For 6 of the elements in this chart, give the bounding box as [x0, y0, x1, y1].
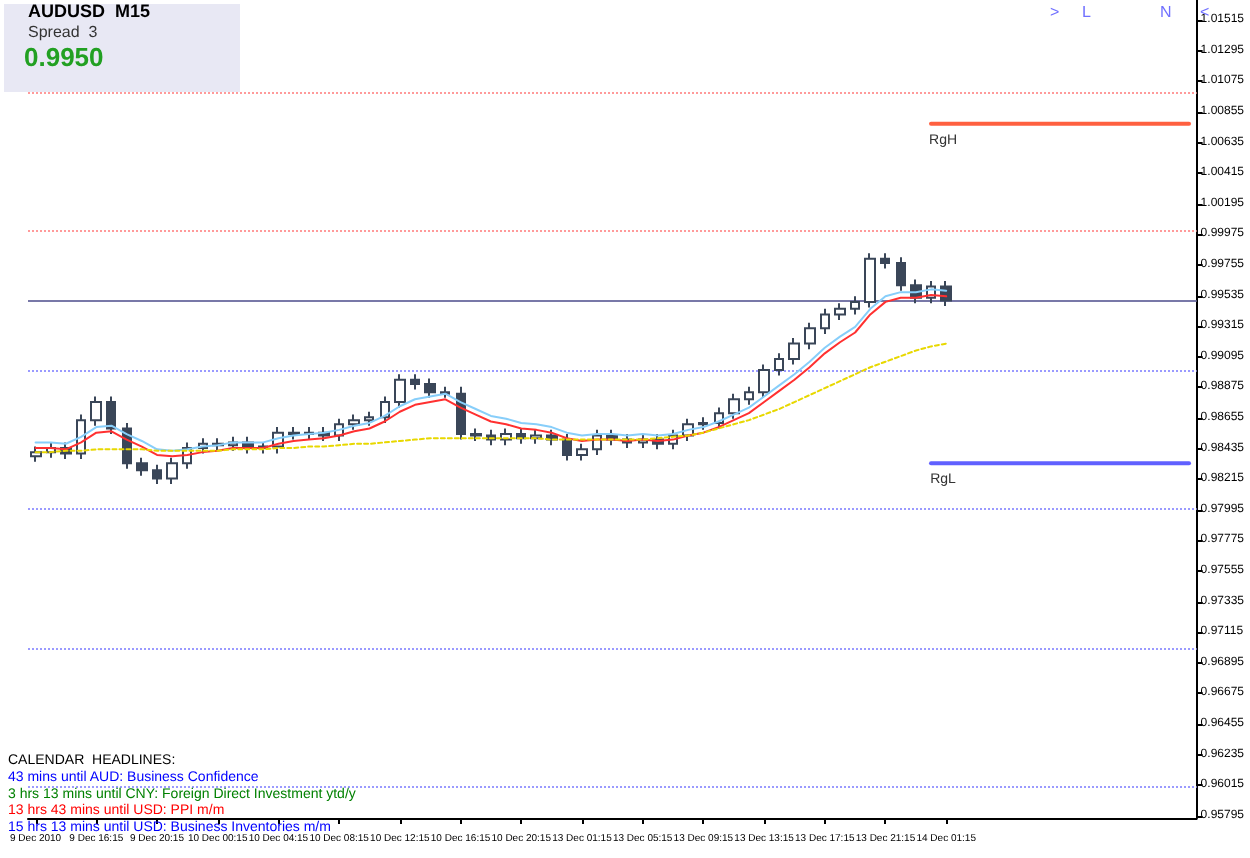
annotation: > [1050, 3, 1060, 21]
annotation: L [1082, 3, 1092, 21]
chart-title: AUDUSD M15 [28, 1, 151, 21]
annotation: 0.9950 [24, 42, 104, 72]
annotation: N [1160, 3, 1172, 21]
text: Spread 3 [28, 23, 99, 41]
